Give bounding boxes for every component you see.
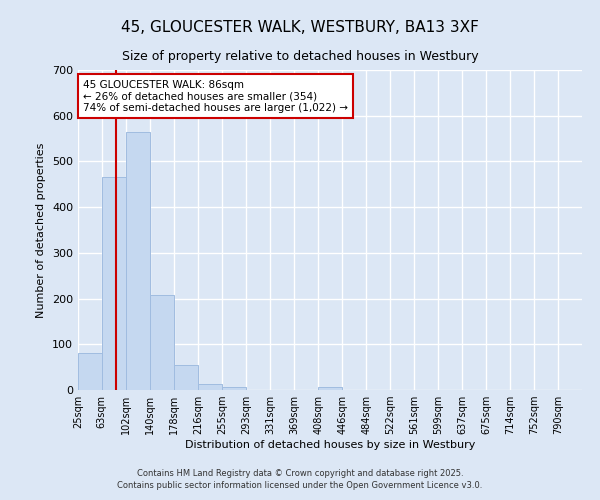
- Text: Size of property relative to detached houses in Westbury: Size of property relative to detached ho…: [122, 50, 478, 63]
- Bar: [78, 354, 102, 390]
- Bar: [319, 387, 342, 390]
- Bar: [223, 387, 246, 390]
- Bar: [127, 132, 150, 390]
- Y-axis label: Number of detached properties: Number of detached properties: [37, 142, 46, 318]
- Text: 45, GLOUCESTER WALK, WESTBURY, BA13 3XF: 45, GLOUCESTER WALK, WESTBURY, BA13 3XF: [121, 20, 479, 35]
- Bar: [102, 178, 126, 390]
- Bar: [174, 365, 198, 390]
- Bar: [150, 296, 174, 390]
- Bar: [198, 384, 222, 390]
- X-axis label: Distribution of detached houses by size in Westbury: Distribution of detached houses by size …: [185, 440, 475, 450]
- Text: 45 GLOUCESTER WALK: 86sqm
← 26% of detached houses are smaller (354)
74% of semi: 45 GLOUCESTER WALK: 86sqm ← 26% of detac…: [83, 80, 348, 113]
- Text: Contains HM Land Registry data © Crown copyright and database right 2025.
Contai: Contains HM Land Registry data © Crown c…: [118, 468, 482, 490]
